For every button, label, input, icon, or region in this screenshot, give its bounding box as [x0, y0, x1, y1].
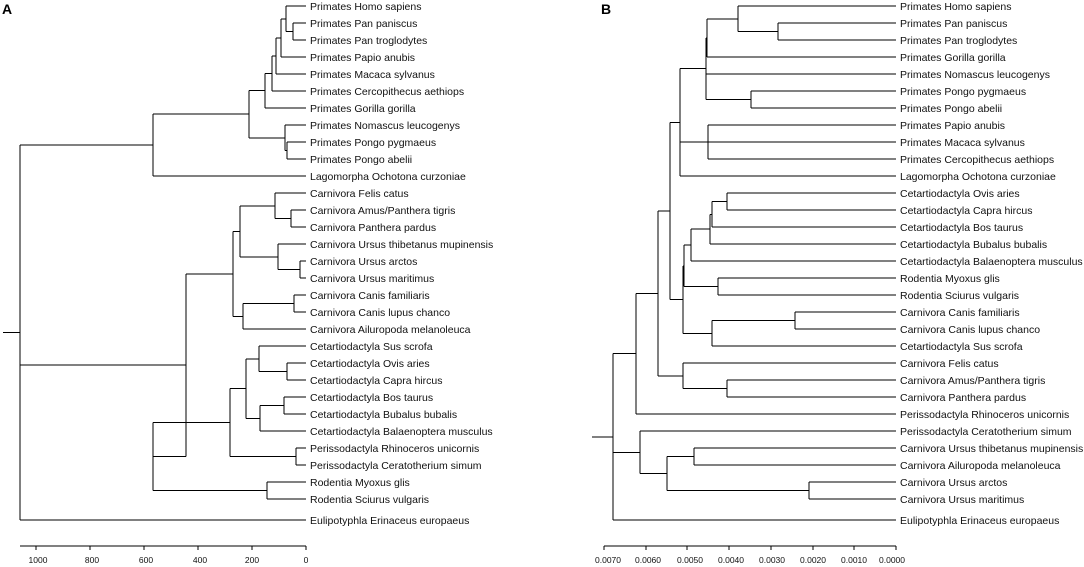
taxon-label: Primates Pongo pygmaeus — [310, 137, 436, 149]
taxon-label: Perissodactyla Ceratotherium simum — [310, 460, 482, 472]
taxon-label: Cetartiodactyla Bos taurus — [310, 392, 433, 404]
axis-tick-label: 0.0070 — [595, 555, 621, 565]
taxon-label: Cetartiodactyla Bubalus bubalis — [310, 409, 457, 421]
panel-b-taxon-labels: Primates Homo sapiens Primates Pan panis… — [900, 1, 1083, 527]
axis-tick-label: 0 — [304, 555, 309, 565]
axis-tick-label: 600 — [139, 555, 153, 565]
taxon-label: Carnivora Ursus thibetanus mupinensis — [900, 443, 1083, 455]
taxon-label: Primates Gorilla gorilla — [310, 103, 416, 115]
taxon-label: Lagomorpha Ochotona curzoniae — [310, 171, 466, 183]
taxon-label: Cetartiodactyla Capra hircus — [900, 205, 1032, 217]
taxon-label: Primates Gorilla gorilla — [900, 52, 1006, 64]
panel-a-taxon-labels: Primates Homo sapiens Primates Pan panis… — [310, 1, 493, 527]
panel-b-tree — [592, 5, 896, 521]
taxon-label: Cetartiodactyla Ovis aries — [310, 358, 430, 370]
taxon-label: Cetartiodactyla Ovis aries — [900, 188, 1020, 200]
taxon-label: Carnivora Ursus maritimus — [310, 273, 434, 285]
taxon-label: Primates Cercopithecus aethiops — [900, 154, 1054, 166]
taxon-label: Cetartiodactyla Sus scrofa — [900, 341, 1023, 353]
taxon-label: Primates Macaca sylvanus — [310, 69, 435, 81]
taxon-label: Eulipotyphla Erinaceus europaeus — [310, 515, 469, 527]
taxon-label: Carnivora Panthera pardus — [900, 392, 1026, 404]
axis-tick-label: 0.0060 — [635, 555, 661, 565]
taxon-label: Primates Pan troglodytes — [900, 35, 1017, 47]
taxon-label: Primates Pongo pygmaeus — [900, 86, 1026, 98]
taxon-label: Primates Homo sapiens — [900, 1, 1011, 13]
taxon-label: Carnivora Ursus maritimus — [900, 494, 1024, 506]
taxon-label: Primates Pan paniscus — [310, 18, 417, 30]
taxon-label: Primates Pan paniscus — [900, 18, 1007, 30]
taxon-label: Perissodactyla Rhinoceros unicornis — [900, 409, 1069, 421]
taxon-label: Primates Papio anubis — [900, 120, 1005, 132]
taxon-label: Primates Nomascus leucogenys — [900, 69, 1050, 81]
panel-a-label: A — [2, 1, 12, 17]
taxon-label: Primates Pongo abelii — [310, 154, 412, 166]
axis-tick-label: 200 — [245, 555, 259, 565]
taxon-label: Primates Cercopithecus aethiops — [310, 86, 464, 98]
taxon-label: Perissodactyla Rhinoceros unicornis — [310, 443, 479, 455]
taxon-label: Carnivora Amus/Panthera tigris — [310, 205, 455, 217]
taxon-label: Rodentia Sciurus vulgaris — [310, 494, 429, 506]
axis-tick-label: 0.0040 — [718, 555, 744, 565]
panel-a: A Primates Homo sapiens Primates Pan pan… — [2, 1, 493, 565]
axis-tick-label: 400 — [193, 555, 207, 565]
taxon-label: Rodentia Myoxus glis — [900, 273, 1000, 285]
taxon-label: Lagomorpha Ochotona curzoniae — [900, 171, 1056, 183]
axis-tick-label: 0.0010 — [841, 555, 867, 565]
taxon-label: Carnivora Felis catus — [310, 188, 409, 200]
taxon-label: Primates Pan troglodytes — [310, 35, 427, 47]
taxon-label: Carnivora Panthera pardus — [310, 222, 436, 234]
taxon-label: Cetartiodactyla Balaenoptera musculus — [900, 256, 1083, 268]
panel-b: B Primates Homo sapiens Primates Pan pan… — [592, 1, 1083, 565]
taxon-label: Primates Nomascus leucogenys — [310, 120, 460, 132]
taxon-label: Carnivora Canis lupus chanco — [310, 307, 450, 319]
taxon-label: Carnivora Ursus thibetanus mupinensis — [310, 239, 493, 251]
taxon-label: Carnivora Canis familiaris — [310, 290, 430, 302]
taxon-label: Carnivora Ailuropoda melanoleuca — [900, 460, 1061, 472]
panel-a-tree — [3, 5, 306, 521]
taxon-label: Primates Macaca sylvanus — [900, 137, 1025, 149]
taxon-label: Carnivora Amus/Panthera tigris — [900, 375, 1045, 387]
taxon-label: Carnivora Ailuropoda melanoleuca — [310, 324, 471, 336]
panel-b-axis: 0.0070 0.0060 0.0050 0.0040 0.0030 0.002… — [595, 545, 905, 565]
taxon-label: Cetartiodactyla Capra hircus — [310, 375, 442, 387]
taxon-label: Cetartiodactyla Balaenoptera musculus — [310, 426, 493, 438]
taxon-label: Carnivora Felis catus — [900, 358, 999, 370]
taxon-label: Carnivora Canis lupus chanco — [900, 324, 1040, 336]
axis-tick-label: 800 — [85, 555, 99, 565]
panel-b-label: B — [601, 1, 611, 17]
taxon-label: Perissodactyla Ceratotherium simum — [900, 426, 1072, 438]
taxon-label: Cetartiodactyla Sus scrofa — [310, 341, 433, 353]
taxon-label: Primates Homo sapiens — [310, 1, 421, 13]
taxon-label: Carnivora Canis familiaris — [900, 307, 1020, 319]
panel-a-axis: 1000 800 600 400 200 0 — [20, 545, 309, 565]
taxon-label: Carnivora Ursus arctos — [900, 477, 1007, 489]
axis-tick-label: 0.0030 — [759, 555, 785, 565]
taxon-label: Primates Papio anubis — [310, 52, 415, 64]
taxon-label: Cetartiodactyla Bubalus bubalis — [900, 239, 1047, 251]
axis-tick-label: 1000 — [29, 555, 48, 565]
axis-tick-label: 0.0020 — [800, 555, 826, 565]
axis-tick-label: 0.0000 — [879, 555, 905, 565]
taxon-label: Eulipotyphla Erinaceus europaeus — [900, 515, 1059, 527]
taxon-label: Carnivora Ursus arctos — [310, 256, 417, 268]
taxon-label: Rodentia Sciurus vulgaris — [900, 290, 1019, 302]
axis-tick-label: 0.0050 — [677, 555, 703, 565]
taxon-label: Cetartiodactyla Bos taurus — [900, 222, 1023, 234]
taxon-label: Primates Pongo abelii — [900, 103, 1002, 115]
taxon-label: Rodentia Myoxus glis — [310, 477, 410, 489]
